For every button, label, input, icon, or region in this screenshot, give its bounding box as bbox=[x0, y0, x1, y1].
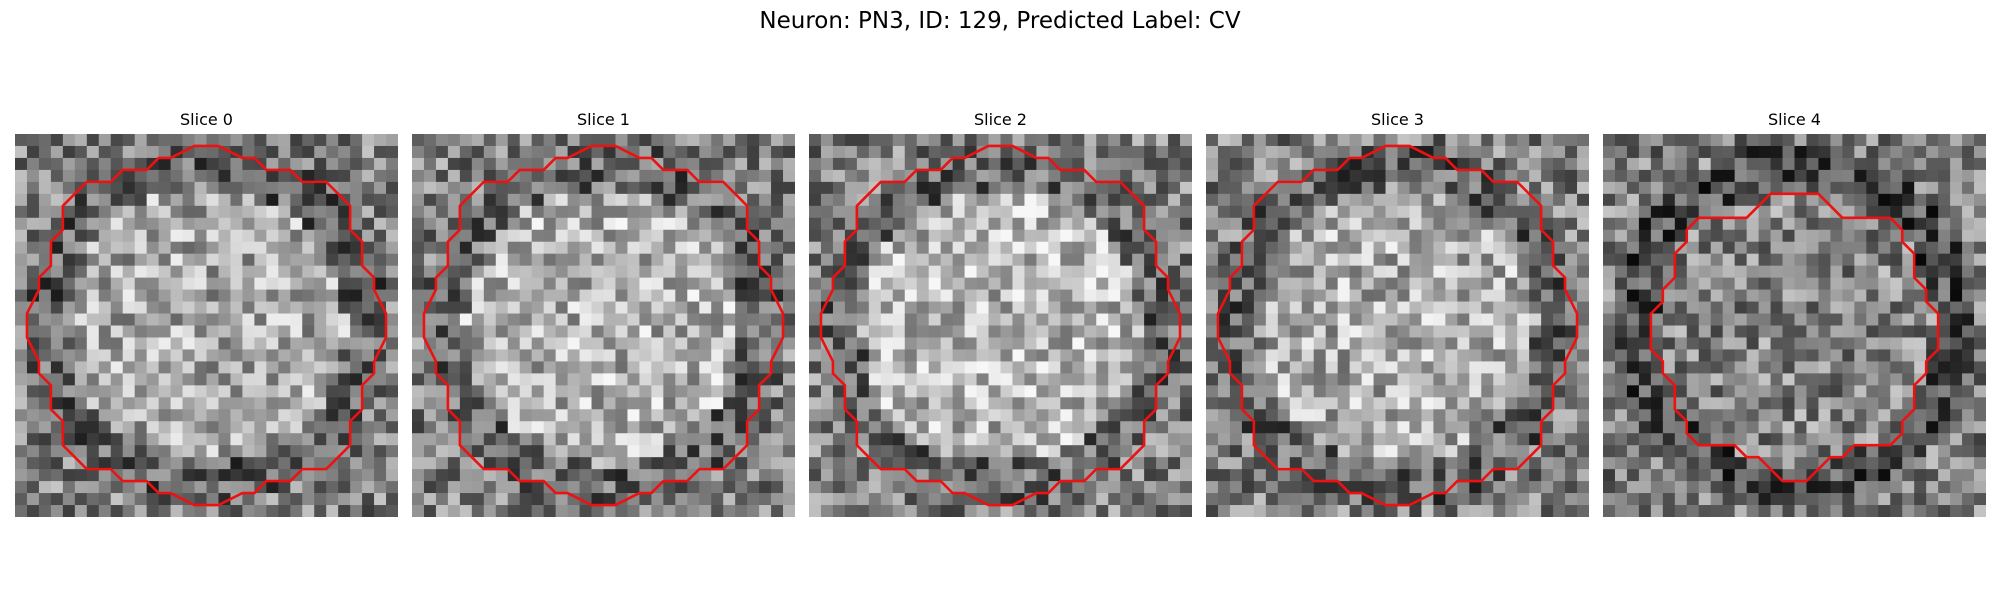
contour-line bbox=[1216, 144, 1579, 507]
slice-panel-3: Slice 3 bbox=[1206, 110, 1589, 517]
slice-image-4 bbox=[1603, 134, 1986, 517]
contour-line bbox=[422, 144, 785, 507]
slice-panel-4: Slice 4 bbox=[1603, 110, 1986, 517]
contour-line bbox=[25, 144, 388, 507]
slice-panel-0: Slice 0 bbox=[15, 110, 398, 517]
slice-image-1 bbox=[412, 134, 795, 517]
slice-image-0 bbox=[15, 134, 398, 517]
contour-line bbox=[1649, 192, 1940, 483]
slice-panel-1: Slice 1 bbox=[412, 110, 795, 517]
slice-title-1: Slice 1 bbox=[577, 110, 630, 129]
slice-title-3: Slice 3 bbox=[1371, 110, 1424, 129]
slice-title-0: Slice 0 bbox=[180, 110, 233, 129]
slice-title-2: Slice 2 bbox=[974, 110, 1027, 129]
contour-line bbox=[819, 144, 1182, 507]
figure-title: Neuron: PN3, ID: 129, Predicted Label: C… bbox=[759, 8, 1241, 34]
slice-image-2 bbox=[809, 134, 1192, 517]
slice-image-3 bbox=[1206, 134, 1589, 517]
slice-panel-2: Slice 2 bbox=[809, 110, 1192, 517]
slice-title-4: Slice 4 bbox=[1768, 110, 1821, 129]
